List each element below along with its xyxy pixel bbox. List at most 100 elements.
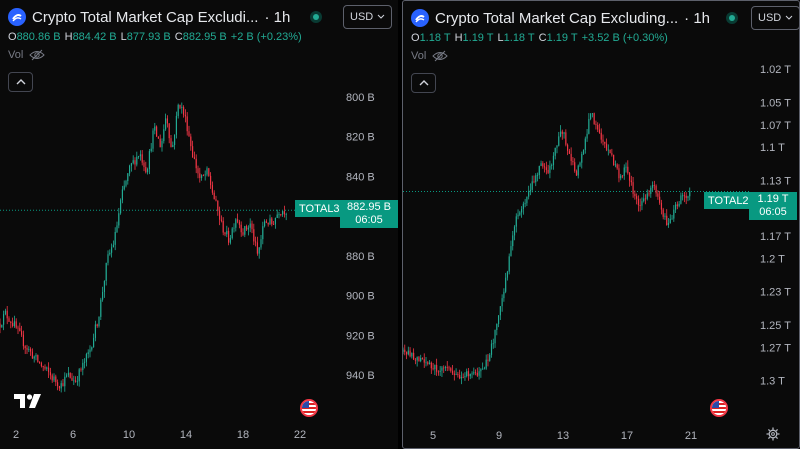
eye-crossed-icon[interactable]	[432, 50, 449, 62]
candle-body	[667, 223, 670, 226]
candle-body	[219, 210, 221, 220]
tradingview-logo-icon[interactable]	[14, 394, 42, 413]
candle-body	[197, 168, 199, 174]
candle-body	[427, 362, 429, 364]
candle-body	[165, 118, 167, 130]
candle-body	[510, 246, 512, 257]
candle-body	[544, 166, 546, 168]
currency-select[interactable]: USD	[343, 5, 393, 29]
symbol-title[interactable]: Crypto Total Market Cap Excludi...	[32, 8, 259, 26]
candle-body	[148, 151, 150, 170]
candle-body	[64, 376, 66, 387]
candle-body	[260, 239, 262, 248]
candle-body	[39, 361, 41, 363]
candle-body	[94, 324, 96, 338]
candle-body	[229, 238, 231, 243]
legend-header-right[interactable]: Crypto Total Market Cap Excluding... · 1…	[411, 7, 739, 29]
currency-select[interactable]: USD	[751, 6, 799, 30]
chart-pane-right[interactable]: 1.3 T1.27 T1.25 T1.23 T1.2 T1.17 T1.15 T…	[402, 0, 800, 449]
candle-body	[145, 167, 147, 173]
candle-body	[85, 354, 87, 362]
candle-body	[655, 185, 657, 194]
candle-body	[26, 348, 28, 350]
candle-body	[211, 185, 213, 193]
candle-body	[24, 346, 26, 349]
candle-body	[235, 219, 237, 228]
us-flag-icon[interactable]	[300, 399, 318, 417]
candle-body	[581, 154, 583, 163]
us-flag-icon[interactable]	[710, 399, 728, 417]
price-axis-label: 1.07 T	[760, 120, 791, 132]
interval-label[interactable]: · 1h	[684, 9, 711, 27]
candle-body	[121, 189, 123, 201]
candle-body	[508, 256, 510, 272]
candle-body	[208, 168, 210, 176]
candle-body	[471, 373, 473, 375]
candle-body	[506, 271, 509, 278]
candle-body	[474, 372, 477, 374]
candle-body	[19, 328, 21, 332]
candle-body	[590, 114, 592, 119]
candle-body	[625, 166, 627, 168]
candle-body	[614, 164, 616, 166]
change-value: +2 B (+0.23%)	[230, 31, 302, 43]
candle-body	[10, 321, 12, 324]
candle-body	[558, 136, 560, 146]
candle-body	[451, 370, 454, 374]
candle-body	[659, 196, 661, 203]
candle-body	[515, 216, 517, 227]
symbol-title[interactable]: Crypto Total Market Cap Excluding...	[435, 9, 679, 27]
interval-label[interactable]: · 1h	[264, 8, 291, 26]
candle-body	[443, 367, 445, 369]
candle-body	[489, 354, 491, 361]
candle-body	[57, 382, 59, 386]
time-axis-label: 18	[237, 429, 249, 441]
open-value: 880.86 B	[16, 31, 61, 43]
candle-body	[22, 334, 24, 347]
eye-crossed-icon[interactable]	[29, 49, 46, 61]
candle-body	[432, 368, 434, 370]
time-axis-label: 21	[685, 430, 697, 442]
candle-body	[485, 359, 487, 369]
candle-body	[114, 231, 116, 245]
candle-body	[621, 175, 624, 177]
candle-body	[536, 174, 539, 176]
high-label: H	[64, 31, 73, 43]
candle-body	[646, 193, 648, 199]
legend-header-left[interactable]: Crypto Total Market Cap Excludi... · 1h	[8, 6, 323, 28]
candle-body	[220, 219, 222, 221]
price-axis-label: 820 B	[346, 132, 375, 144]
candle-body	[446, 366, 448, 368]
candle-body	[483, 368, 486, 370]
chart-canvas-right[interactable]: 1.3 T1.27 T1.25 T1.23 T1.2 T1.17 T1.15 T…	[403, 1, 799, 448]
candle-body	[513, 226, 516, 236]
candle-body	[469, 373, 471, 377]
last-price: 882.95 B	[346, 201, 392, 213]
candle-body	[228, 230, 230, 243]
candle-body	[96, 324, 98, 327]
collapse-legend-button[interactable]	[411, 73, 436, 93]
candle-body	[91, 347, 93, 350]
candle-body	[215, 199, 217, 201]
candle-body	[276, 214, 278, 218]
candle-body	[552, 155, 555, 166]
candle-body	[437, 371, 439, 373]
candle-body	[143, 162, 145, 168]
candle-body	[170, 138, 172, 148]
candle-body	[28, 349, 30, 350]
chevron-up-icon	[16, 79, 25, 85]
candle-body	[653, 184, 655, 186]
gear-icon[interactable]	[766, 427, 780, 446]
collapse-legend-button[interactable]	[8, 72, 33, 92]
candle-body	[674, 204, 677, 210]
volume-legend[interactable]: Vol	[411, 50, 449, 62]
candle-body	[423, 359, 425, 363]
time-axis-label: 5	[430, 430, 436, 442]
candle-body	[166, 118, 168, 124]
candle-body	[407, 350, 409, 355]
candle-body	[240, 224, 242, 233]
candle-body	[118, 213, 120, 226]
volume-legend[interactable]: Vol	[8, 49, 46, 61]
